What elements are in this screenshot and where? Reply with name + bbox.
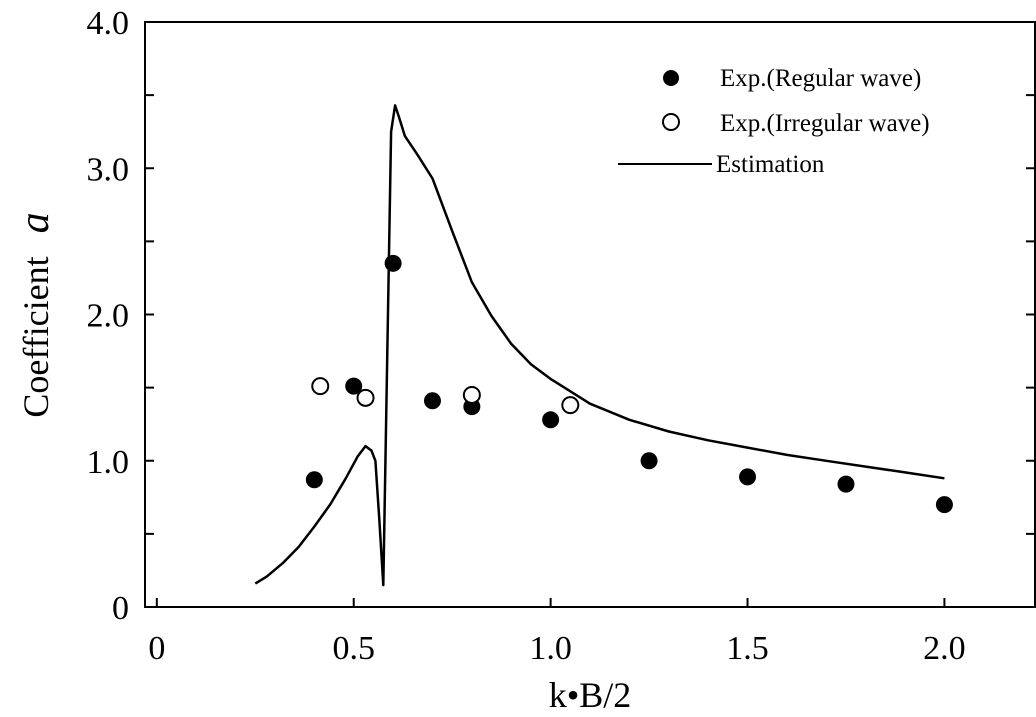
regular-wave-point bbox=[739, 468, 757, 486]
legend-marker-irregular bbox=[662, 113, 680, 131]
regular-wave-point bbox=[935, 496, 953, 514]
estimation-line bbox=[254, 104, 945, 587]
x-tick-label: 1.5 bbox=[726, 630, 769, 667]
y-tick-label: 2.0 bbox=[87, 298, 130, 335]
data-points bbox=[305, 254, 953, 514]
regular-wave-point bbox=[345, 377, 363, 395]
regular-wave-point bbox=[640, 452, 658, 470]
y-axis-title-symbol: a bbox=[12, 212, 58, 233]
irregular-wave-point bbox=[561, 396, 580, 415]
y-tick-label: 0 bbox=[112, 590, 129, 627]
x-tick-label: 1.0 bbox=[529, 630, 572, 667]
y-tick-label: 3.0 bbox=[87, 151, 130, 188]
legend-label-irregular: Exp.(Irregular wave) bbox=[720, 110, 930, 137]
x-axis-title: k•B/2 bbox=[549, 675, 632, 715]
regular-wave-point bbox=[542, 411, 560, 429]
irregular-wave-point bbox=[311, 377, 330, 396]
regular-wave-point bbox=[384, 254, 402, 272]
legend: Exp.(Regular wave) Exp.(Irregular wave) … bbox=[618, 65, 930, 178]
y-axis-title: Coefficient a bbox=[12, 212, 58, 417]
regular-wave-point bbox=[837, 475, 855, 493]
legend-marker-regular bbox=[663, 70, 679, 86]
x-tick-label: 0.5 bbox=[332, 630, 375, 667]
irregular-wave-point bbox=[356, 388, 375, 407]
axis-ticks bbox=[145, 21, 1035, 608]
regular-wave-point bbox=[305, 471, 323, 489]
regular-wave-point bbox=[423, 392, 441, 410]
x-tick-label: 2.0 bbox=[923, 630, 966, 667]
y-axis-title-prefix: Coefficient bbox=[16, 256, 56, 417]
axis-tick-labels: 0 1.0 2.0 3.0 4.0 0 0.5 1.0 1.5 2.0 bbox=[87, 5, 966, 667]
irregular-wave-point bbox=[462, 385, 481, 404]
x-tick-label: 0 bbox=[148, 630, 165, 667]
svg-text:Coefficient a: Coefficient a bbox=[12, 212, 58, 417]
y-tick-label: 1.0 bbox=[87, 444, 130, 481]
legend-label-estimation: Estimation bbox=[716, 151, 825, 178]
legend-label-regular: Exp.(Regular wave) bbox=[720, 65, 921, 92]
y-tick-label: 4.0 bbox=[87, 5, 130, 42]
